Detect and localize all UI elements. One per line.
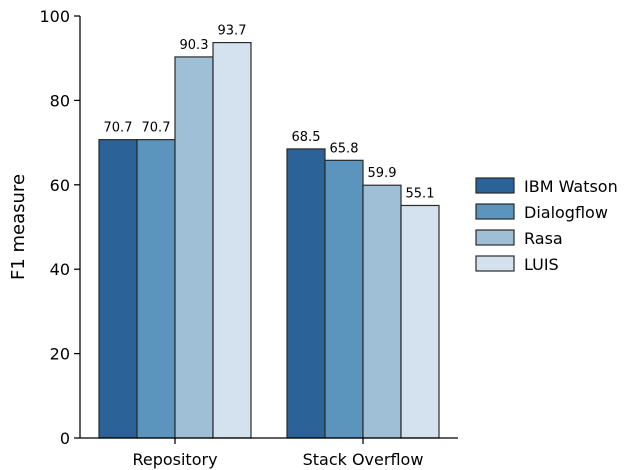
plot-area: 70.7 68.5 70.7 65.8 90.3 59.9 93.7 55.1 0 20 40 60… — [39, 7, 458, 469]
data-label-ibm-watson-repository: 70.7 — [104, 121, 133, 136]
legend-swatch-rasa — [475, 229, 515, 246]
y-tick-label-0: 0 — [60, 429, 70, 448]
data-label-dialogflow-stack-overflow: 65.8 — [330, 141, 359, 156]
data-labels-group: 70.7 68.5 70.7 65.8 90.3 59.9 93.7 55.1 — [104, 24, 435, 202]
data-label-rasa-stack-overflow: 59.9 — [368, 166, 397, 181]
bars-group — [98, 41, 440, 439]
data-label-rasa-repository: 90.3 — [180, 38, 209, 53]
y-tick-label-40: 40 — [50, 260, 70, 279]
legend-swatch-ibm-watson — [475, 177, 515, 194]
legend-label-ibm-watson: IBM Watson — [524, 177, 618, 196]
data-label-dialogflow-repository: 70.7 — [142, 121, 171, 136]
legend-swatch-dialogflow — [475, 203, 515, 220]
data-label-ibm-watson-stack-overflow: 68.5 — [292, 130, 321, 145]
x-tick-label-stack-overflow: Stack Overflow — [303, 450, 424, 469]
bar-luis-repository — [212, 41, 252, 439]
x-ticks-group: Repository Stack Overflow — [132, 438, 423, 469]
bar-ibm-watson-repository — [98, 139, 138, 439]
y-tick-label-80: 80 — [50, 91, 70, 110]
bar-rasa-repository — [174, 56, 214, 439]
y-tick-label-60: 60 — [50, 176, 70, 195]
legend: IBM Watson Dialogflow Rasa LUIS — [475, 177, 618, 274]
y-tick-label-20: 20 — [50, 345, 70, 364]
data-label-luis-stack-overflow: 55.1 — [406, 186, 435, 201]
legend-swatch-luis — [475, 255, 515, 272]
x-tick-label-repository: Repository — [132, 450, 217, 469]
bar-rasa-stack-overflow — [362, 184, 402, 439]
y-tick-label-100: 100 — [39, 7, 70, 26]
legend-label-dialogflow: Dialogflow — [524, 203, 608, 222]
bar-dialogflow-repository — [136, 139, 176, 439]
bar-luis-stack-overflow — [400, 204, 440, 439]
data-label-luis-repository: 93.7 — [218, 24, 247, 39]
legend-label-luis: LUIS — [524, 255, 559, 274]
y-axis-label: F1 measure — [8, 174, 29, 280]
bar-dialogflow-stack-overflow — [324, 159, 364, 439]
legend-label-rasa: Rasa — [524, 229, 563, 248]
y-ticks-group: 0 20 40 60 80 100 — [39, 7, 80, 448]
bar-ibm-watson-stack-overflow — [286, 148, 326, 439]
